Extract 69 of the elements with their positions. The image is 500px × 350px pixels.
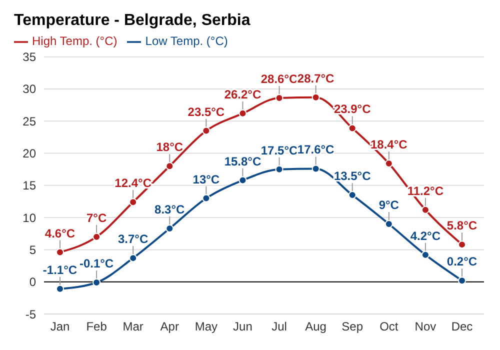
x-tick-label: Nov [414, 320, 436, 334]
x-tick-label: Aug [305, 320, 326, 334]
data-label: -0.1°C [79, 256, 114, 270]
x-tick-label: May [194, 320, 218, 334]
data-label: 15.8°C [224, 154, 262, 168]
data-label: -1.1°C [42, 262, 78, 277]
data-label: 4.2°C [410, 228, 441, 243]
data-label: 8.3°C [154, 202, 186, 216]
point [384, 160, 393, 168]
data-label: 12.4°C [114, 176, 152, 190]
x-tick-label: Mar [122, 320, 144, 334]
x-tick-label: Jun [233, 320, 252, 334]
data-label: 18°C [156, 140, 184, 154]
data-label: 17.6°C [297, 142, 335, 157]
x-tick-label: Sep [342, 320, 364, 334]
data-label: 9°C [378, 198, 400, 212]
data-label: 13°C [192, 172, 220, 186]
point [421, 206, 430, 214]
data-label: 28.6°C [260, 72, 298, 86]
data-label: 28.7°C [297, 71, 335, 86]
y-tick-label: 30 [22, 82, 36, 96]
y-tick-label: 10 [22, 210, 36, 225]
point [384, 220, 393, 228]
data-label: 4.6°C [44, 226, 76, 240]
data-label: 5.8°C [446, 218, 478, 233]
point [238, 109, 247, 118]
point [129, 198, 138, 206]
point [312, 164, 320, 173]
data-label: 23.9°C [334, 102, 372, 116]
point [166, 162, 174, 170]
x-tick-label: Feb [86, 320, 108, 334]
point [421, 250, 430, 259]
point [348, 191, 356, 200]
y-tick-label: 15 [22, 178, 36, 193]
data-label: 18.4°C [370, 138, 408, 152]
data-label: 23.5°C [188, 104, 225, 119]
point [92, 232, 101, 241]
point [458, 276, 466, 285]
y-tick-label: -5 [25, 307, 36, 322]
data-label: 7°C [86, 210, 107, 225]
y-tick-label: 20 [22, 146, 36, 161]
point [312, 93, 320, 102]
point [56, 284, 64, 293]
x-tick-label: Jan [50, 320, 70, 334]
legend-label: High Temp. (°C) [32, 34, 118, 48]
data-label: 13.5°C [334, 169, 372, 184]
x-tick-label: Oct [380, 320, 399, 334]
x-tick-label: Jul [272, 320, 287, 334]
y-tick-label: 5 [29, 242, 36, 257]
legend-label: Low Temp. (°C) [145, 34, 228, 48]
x-tick-label: Dec [451, 320, 473, 334]
point [166, 224, 174, 232]
point [56, 248, 64, 256]
data-label: 3.7°C [118, 232, 148, 246]
chart-title: Temperature - Belgrade, Serbia [14, 12, 250, 30]
y-tick-label: 0 [29, 275, 36, 290]
data-label: 0.2°C [446, 254, 478, 269]
point [202, 126, 210, 135]
data-label: 17.5°C [260, 143, 298, 158]
point [275, 165, 284, 174]
point [202, 194, 210, 202]
point [238, 176, 247, 184]
point [458, 240, 466, 249]
x-tick-label: Apr [160, 320, 179, 334]
y-tick-label: 35 [22, 50, 36, 64]
point [129, 254, 138, 262]
y-tick-label: 25 [22, 114, 36, 128]
point [348, 124, 356, 132]
data-label: 26.2°C [224, 87, 262, 102]
